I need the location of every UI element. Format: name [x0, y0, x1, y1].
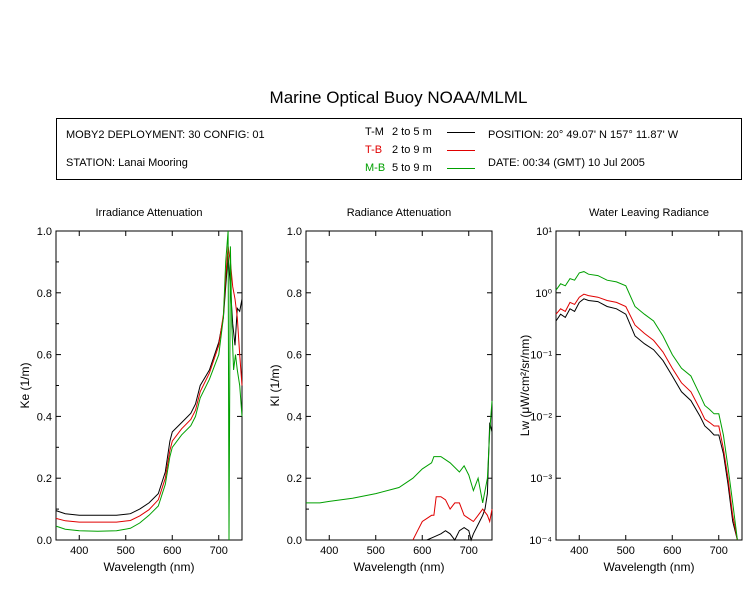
x-tick-label-2-3: 700 [710, 545, 728, 557]
y-axis-label-2: Lw (μW/cm²/sr/nm) [518, 335, 532, 437]
x-tick-label-1-3: 700 [460, 545, 478, 557]
y-tick-label-2-4: 10⁰ [535, 288, 552, 300]
y-tick-label-2-0: 10⁻⁴ [529, 535, 552, 547]
x-tick-label-2-0: 400 [570, 545, 588, 557]
main-title: Marine Optical Buoy NOAA/MLML [269, 88, 528, 107]
legend-code-mb: M-B [365, 162, 386, 174]
y-tick-label-1-0: 0.0 [287, 535, 302, 547]
date-text: DATE: 00:34 (GMT) 10 Jul 2005 [488, 157, 645, 169]
legend-line-tb [447, 150, 475, 151]
y-axis-label-1: Kl (1/m) [268, 364, 282, 406]
x-tick-label-1-0: 400 [320, 545, 338, 557]
y-tick-label-1-4: 0.8 [287, 288, 302, 300]
legend-range-tb: 2 to 9 m [392, 144, 432, 156]
chart-title-2: Water Leaving Radiance [589, 207, 709, 219]
x-tick-label-1-1: 500 [367, 545, 385, 557]
y-tick-label-1-3: 0.6 [287, 350, 302, 362]
series-line-0-t-m [55, 255, 243, 516]
x-tick-label-0-0: 400 [70, 545, 88, 557]
series-line-1-t-m [426, 422, 493, 542]
chart-title-1: Radiance Attenuation [347, 207, 452, 219]
x-tick-label-0-1: 500 [117, 545, 135, 557]
legend-range-tm: 2 to 5 m [392, 126, 432, 138]
series-line-0-t-b [55, 246, 243, 523]
x-tick-label-1-2: 600 [413, 545, 431, 557]
y-tick-label-0-3: 0.6 [37, 350, 52, 362]
y-tick-label-2-3: 10⁻¹ [530, 350, 552, 362]
station-text: STATION: Lanai Mooring [66, 157, 188, 169]
x-tick-label-0-2: 600 [163, 545, 181, 557]
x-axis-label-2: Wavelength (nm) [604, 560, 695, 574]
y-tick-label-0-2: 0.4 [37, 411, 52, 423]
y-tick-label-1-2: 0.4 [287, 411, 302, 423]
series-line-2-t-b [555, 293, 738, 541]
x-axis-label-1: Wavelength (nm) [354, 560, 445, 574]
y-tick-label-0-5: 1.0 [37, 226, 52, 238]
series-line-1-t-b [412, 496, 493, 541]
plot-frame-1 [305, 230, 493, 541]
y-tick-label-0-4: 0.8 [37, 288, 52, 300]
position-text: POSITION: 20° 49.07' N 157° 11.87' W [488, 129, 679, 141]
y-tick-label-0-1: 0.2 [37, 473, 52, 485]
plot-frame-2 [555, 230, 743, 541]
y-axis-label-0: Ke (1/m) [18, 362, 32, 408]
x-tick-label-0-3: 700 [210, 545, 228, 557]
plot-frame-0 [55, 230, 243, 541]
y-tick-label-1-1: 0.2 [287, 473, 302, 485]
series-line-1-m-b [306, 400, 493, 504]
y-tick-label-2-1: 10⁻³ [530, 473, 552, 485]
x-tick-label-2-1: 500 [617, 545, 635, 557]
legend-line-tm [447, 132, 475, 133]
legend-range-mb: 5 to 9 m [392, 162, 432, 174]
x-tick-label-2-2: 600 [663, 545, 681, 557]
info-box: MOBY2 DEPLOYMENT: 30 CONFIG: 01 STATION:… [56, 118, 742, 180]
series-line-2-m-b [555, 271, 738, 541]
legend-code-tb: T-B [365, 144, 383, 156]
y-tick-label-1-5: 1.0 [287, 226, 302, 238]
series-line-0-m-b [55, 230, 243, 541]
legend-line-mb [447, 168, 475, 169]
y-tick-label-2-5: 10¹ [536, 226, 552, 238]
series-line-2-t-m [555, 298, 738, 541]
legend-code-tm: T-M [365, 126, 384, 138]
y-tick-label-2-2: 10⁻² [530, 411, 552, 423]
chart-title-0: Irradiance Attenuation [95, 207, 202, 219]
y-tick-label-0-0: 0.0 [37, 535, 52, 547]
deployment-text: MOBY2 DEPLOYMENT: 30 CONFIG: 01 [66, 129, 265, 141]
x-axis-label-0: Wavelength (nm) [104, 560, 195, 574]
